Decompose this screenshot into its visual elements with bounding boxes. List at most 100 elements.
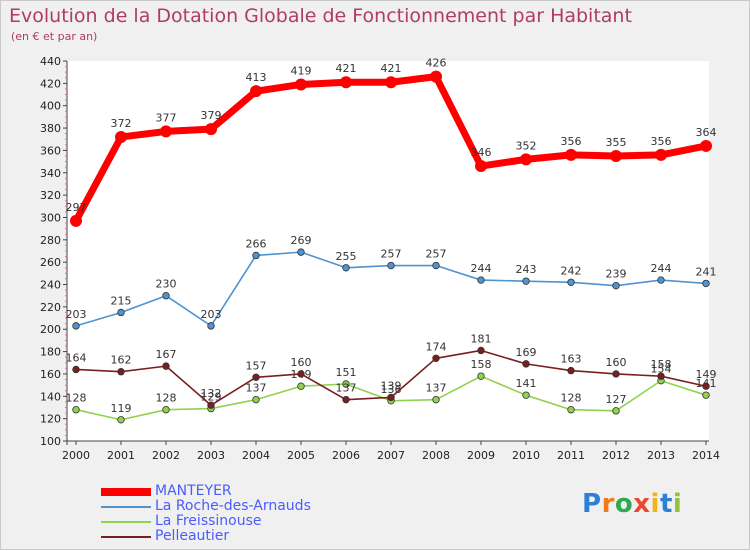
data-point-manteyer	[70, 214, 82, 227]
data-label-la-roche-des-arnauds: 241	[696, 265, 717, 278]
x-tick-label: 2003	[197, 449, 225, 462]
data-label-la-roche-des-arnauds: 244	[651, 262, 672, 275]
data-label-la-roche-des-arnauds: 244	[471, 262, 492, 275]
data-point-la-roche-des-arnauds	[387, 261, 395, 270]
data-label-la-freissinouse: 151	[336, 366, 357, 379]
data-label-pelleautier: 149	[696, 368, 717, 381]
data-point-manteyer	[475, 160, 487, 173]
data-label-la-freissinouse: 141	[516, 377, 537, 390]
data-label-la-freissinouse: 128	[561, 392, 582, 405]
data-point-la-roche-des-arnauds	[342, 264, 350, 272]
x-tick-label: 2014	[692, 449, 720, 462]
data-label-la-freissinouse: 128	[156, 392, 177, 405]
chart-title: Evolution de la Dotation Globale de Fonc…	[9, 5, 632, 27]
x-tick-label: 2002	[152, 449, 180, 462]
data-label-pelleautier: 181	[471, 332, 492, 345]
x-tick-label: 2000	[62, 449, 90, 462]
data-label-pelleautier: 160	[606, 356, 627, 369]
data-label-pelleautier: 164	[66, 351, 87, 364]
y-tick-label: 100	[40, 435, 61, 448]
data-point-pelleautier	[432, 354, 440, 362]
data-label-manteyer: 379	[201, 109, 222, 122]
data-label-manteyer: 356	[561, 135, 582, 148]
x-tick-label: 2011	[557, 449, 585, 462]
y-tick-label: 340	[40, 167, 61, 180]
data-point-pelleautier	[657, 372, 665, 380]
data-label-manteyer: 421	[381, 62, 402, 75]
y-tick-label: 300	[40, 211, 61, 224]
data-point-manteyer	[565, 148, 577, 161]
data-point-la-roche-des-arnauds	[252, 251, 260, 260]
data-point-manteyer	[205, 123, 217, 136]
data-point-pelleautier	[72, 365, 80, 374]
legend-label-manteyer: MANTEYER	[155, 483, 232, 499]
x-tick-label: 2007	[377, 449, 405, 462]
data-point-pelleautier	[207, 401, 215, 409]
data-point-manteyer	[160, 125, 172, 138]
x-tick-label: 2005	[287, 449, 315, 462]
data-point-manteyer	[610, 150, 622, 162]
legend-swatch-la-freissinouse	[101, 521, 151, 523]
data-point-la-roche-des-arnauds	[297, 248, 305, 256]
data-point-la-freissinouse	[162, 406, 170, 414]
data-label-la-roche-des-arnauds: 203	[201, 308, 222, 321]
plot-area	[67, 61, 709, 441]
data-label-la-roche-des-arnauds: 242	[561, 264, 582, 277]
data-label-manteyer: 352	[516, 139, 537, 152]
data-point-manteyer	[655, 148, 667, 161]
data-point-la-roche-des-arnauds	[117, 308, 125, 317]
data-label-pelleautier: 158	[651, 358, 672, 371]
data-label-la-roche-des-arnauds: 215	[111, 294, 132, 307]
data-point-la-freissinouse	[567, 406, 575, 414]
data-label-la-roche-des-arnauds: 255	[336, 250, 357, 263]
y-tick-label: 120	[40, 413, 61, 426]
data-label-pelleautier: 132	[201, 387, 222, 400]
data-point-manteyer	[520, 153, 532, 166]
data-label-pelleautier: 163	[561, 353, 582, 366]
data-label-manteyer: 421	[336, 62, 357, 75]
data-point-manteyer	[250, 85, 262, 98]
x-tick-label: 2006	[332, 449, 360, 462]
data-point-la-freissinouse	[702, 391, 710, 399]
data-label-manteyer: 364	[696, 126, 717, 139]
data-label-la-freissinouse: 127	[606, 393, 627, 406]
y-tick-label: 320	[40, 189, 61, 202]
legend-label-pelleautier: Pelleautier	[155, 528, 230, 544]
data-label-manteyer: 426	[426, 57, 447, 70]
data-point-la-roche-des-arnauds	[432, 261, 440, 270]
data-point-pelleautier	[522, 360, 530, 368]
y-tick-label: 440	[40, 55, 61, 68]
data-point-manteyer	[295, 78, 307, 91]
legend-label-la-freissinouse: La Freissinouse	[155, 513, 262, 529]
data-point-la-freissinouse	[522, 391, 530, 399]
data-label-la-roche-des-arnauds: 257	[426, 248, 447, 261]
data-point-pelleautier	[387, 393, 395, 402]
data-label-pelleautier: 157	[246, 359, 267, 372]
data-point-pelleautier	[612, 370, 620, 378]
x-tick-label: 2001	[107, 449, 135, 462]
data-label-la-roche-des-arnauds: 257	[381, 248, 402, 261]
data-point-pelleautier	[477, 346, 485, 355]
legend-label-la-roche-des-arnauds: La Roche-des-Arnauds	[155, 498, 311, 514]
data-point-la-freissinouse	[117, 416, 125, 424]
data-point-la-roche-des-arnauds	[657, 276, 665, 284]
y-tick-label: 200	[40, 323, 61, 336]
data-point-la-roche-des-arnauds	[72, 322, 80, 330]
data-point-la-roche-des-arnauds	[567, 278, 575, 286]
y-tick-label: 360	[40, 144, 61, 157]
data-label-la-freissinouse: 158	[471, 358, 492, 371]
data-label-la-freissinouse: 154	[651, 363, 672, 376]
data-point-la-roche-des-arnauds	[207, 322, 215, 330]
x-tick-label: 2012	[602, 449, 630, 462]
data-label-manteyer: 413	[246, 71, 267, 84]
y-tick-label: 180	[40, 346, 61, 359]
data-point-pelleautier	[252, 373, 260, 381]
data-label-manteyer: 356	[651, 135, 672, 148]
data-label-la-freissinouse: 137	[426, 382, 447, 395]
x-tick-label: 2004	[242, 449, 270, 462]
data-label-la-roche-des-arnauds: 239	[606, 268, 627, 281]
x-tick-label: 2008	[422, 449, 450, 462]
data-label-pelleautier: 169	[516, 346, 537, 359]
data-point-la-freissinouse	[612, 407, 620, 415]
